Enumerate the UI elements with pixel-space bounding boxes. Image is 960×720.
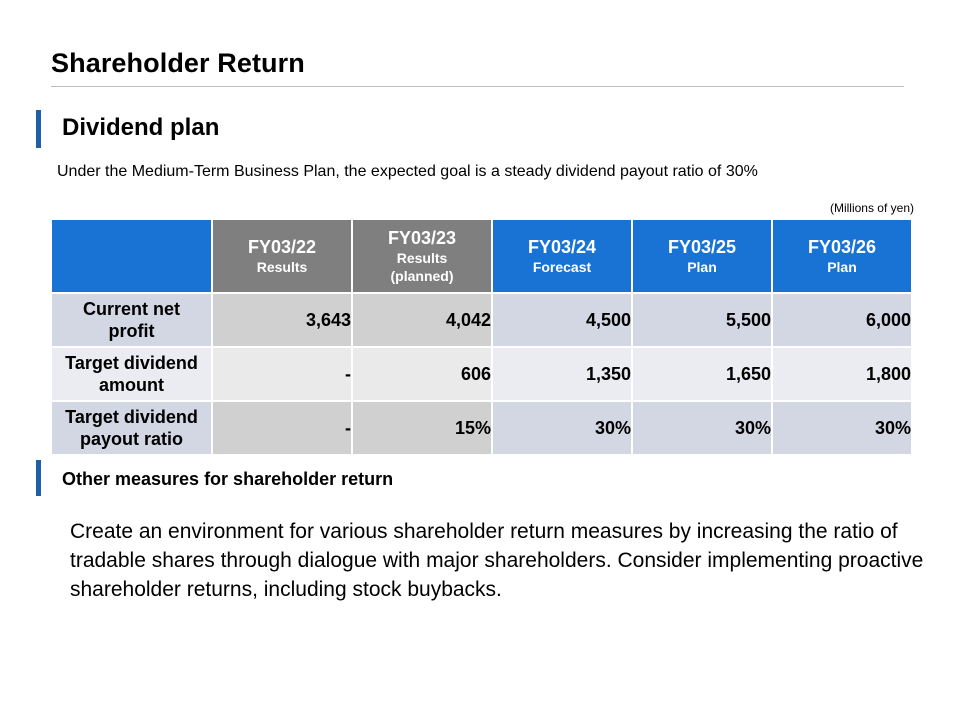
column-header: FY03/23 Results (planned): [351, 218, 493, 294]
column-header: FY03/24 Forecast: [491, 218, 633, 294]
intro-text: Under the Medium-Term Business Plan, the…: [57, 163, 758, 180]
subsection-accent-bar: [36, 460, 41, 496]
page-title: Shareholder Return: [51, 48, 305, 78]
column-year: FY03/22: [247, 236, 317, 257]
table-row: Target dividend amount - 606 1,350 1,650…: [50, 346, 913, 402]
row-label: Target dividend amount: [50, 346, 213, 402]
column-status: Plan: [687, 258, 717, 275]
column-header: FY03/25 Plan: [631, 218, 773, 294]
table-cell: 1,350: [491, 346, 633, 402]
table-cell: 606: [351, 346, 493, 402]
dividend-plan-table: FY03/22 Results FY03/23 Results (planned…: [50, 218, 913, 456]
table-cell: 6,000: [771, 292, 913, 348]
table-cell: 30%: [771, 400, 913, 456]
column-year: FY03/23: [387, 227, 457, 248]
table-cell: 1,800: [771, 346, 913, 402]
table-row: Target dividend payout ratio - 15% 30% 3…: [50, 400, 913, 456]
row-label: Target dividend payout ratio: [50, 400, 213, 456]
table-cell: 30%: [491, 400, 633, 456]
table-cell: 15%: [351, 400, 493, 456]
table-cell: 4,500: [491, 292, 633, 348]
header-corner-cell: [50, 218, 213, 294]
table-cell: 4,042: [351, 292, 493, 348]
table-row: Current net profit 3,643 4,042 4,500 5,5…: [50, 292, 913, 348]
table-cell: 5,500: [631, 292, 773, 348]
table-cell: 3,643: [211, 292, 353, 348]
unit-label: (Millions of yen): [829, 201, 914, 215]
column-year: FY03/24: [527, 236, 597, 257]
table-cell: -: [211, 346, 353, 402]
column-status: Results: [256, 258, 308, 275]
column-year: FY03/25: [667, 236, 737, 257]
column-status: Results (planned): [390, 249, 454, 284]
column-year: FY03/26: [807, 236, 877, 257]
other-measures-heading: Other measures for shareholder return: [62, 469, 394, 489]
section-heading: Dividend plan: [62, 114, 220, 141]
column-status: Forecast: [532, 258, 592, 275]
section-accent-bar: [36, 110, 41, 148]
table-cell: 30%: [631, 400, 773, 456]
other-measures-body: Create an environment for various shareh…: [70, 520, 924, 601]
column-header: FY03/26 Plan: [771, 218, 913, 294]
table-header-row: FY03/22 Results FY03/23 Results (planned…: [50, 218, 913, 294]
column-status: Plan: [827, 258, 857, 275]
title-divider: [51, 86, 904, 87]
row-label: Current net profit: [50, 292, 213, 348]
table-cell: 1,650: [631, 346, 773, 402]
table-cell: -: [211, 400, 353, 456]
column-header: FY03/22 Results: [211, 218, 353, 294]
